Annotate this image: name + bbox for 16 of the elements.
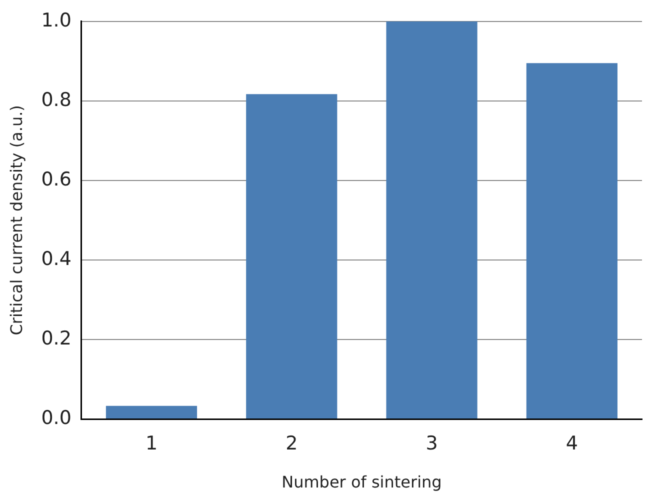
x-tick-label: 4 xyxy=(566,432,578,454)
bar xyxy=(526,63,618,418)
bar xyxy=(386,21,478,418)
x-tick-label: 2 xyxy=(286,432,298,454)
y-tick-label: 0.2 xyxy=(41,327,72,350)
x-tick-label: 1 xyxy=(145,432,158,454)
y-tick-label: 1.0 xyxy=(41,9,72,32)
x-axis-title: Number of sintering xyxy=(282,472,442,492)
y-tick-label: 0.4 xyxy=(41,248,72,270)
bar xyxy=(246,94,338,418)
y-tick-label: 0.8 xyxy=(41,88,72,111)
y-tick-label: 0.0 xyxy=(41,406,72,429)
x-tick-label: 3 xyxy=(426,432,438,454)
y-axis-title: Critical current density (a.u.) xyxy=(6,105,26,336)
bar xyxy=(106,406,198,418)
y-tick-label: 0.6 xyxy=(41,168,72,190)
